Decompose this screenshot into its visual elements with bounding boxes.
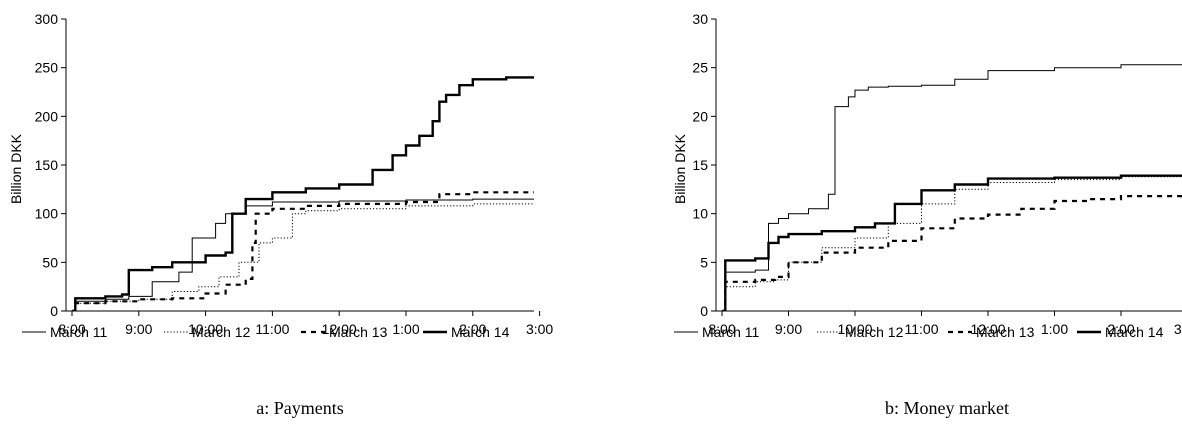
money-market-y-tick-label: 0 xyxy=(700,303,708,319)
money-market-series-line-march-13 xyxy=(722,195,1182,311)
money-market-legend-label: March 14 xyxy=(1105,324,1164,340)
money-market-x-tick-label: 10:00 xyxy=(837,321,872,337)
money-market-y-tick-label: 15 xyxy=(692,157,708,173)
money-market-legend-label: March 12 xyxy=(845,324,904,340)
payments-y-tick-label: 0 xyxy=(50,303,58,319)
money-market-legend-label: March 13 xyxy=(976,324,1035,340)
money-market-x-tick-label: 2:00 xyxy=(1107,321,1134,337)
money-market-x-tick-label: 9:00 xyxy=(775,321,802,337)
payments-x-tick-label: 8:00 xyxy=(58,321,85,337)
money-market-caption: b: Money market xyxy=(885,398,1009,418)
payments-y-tick-label: 200 xyxy=(35,108,59,124)
payments-x-tick-label: 10:00 xyxy=(188,321,223,337)
payments-legend-label: March 13 xyxy=(329,324,388,340)
payments-x-tick-label: 9:00 xyxy=(125,321,152,337)
payments-x-tick-label: 3:00 xyxy=(526,321,553,337)
payments-x-tick-label: 11:00 xyxy=(255,321,289,337)
payments-x-tick-label: 12:00 xyxy=(322,321,357,337)
payments-y-tick-label: 300 xyxy=(35,11,59,27)
payments-x-tick-label: 2:00 xyxy=(459,321,486,337)
money-market-x-tick-label: 8:00 xyxy=(708,321,735,337)
money-market-y-tick-label: 20 xyxy=(692,108,708,124)
money-market-series-line-march-14 xyxy=(722,174,1182,311)
payments-series-line-march-14 xyxy=(72,76,534,311)
money-market-y-tick-label: 25 xyxy=(692,60,708,76)
money-market-chart: 0 5 10 15 20 25 30 8:00 9:00 10:00 11:00 12:00 1:00 2… xyxy=(672,11,1182,418)
payments-y-axis-title: Billion DKK xyxy=(8,133,24,204)
payments-legend-label: March 11 xyxy=(50,324,108,340)
payments-y-tick-label: 250 xyxy=(35,60,59,76)
money-market-y-tick-label: 30 xyxy=(692,11,708,27)
payments-legend-label: March 14 xyxy=(451,324,510,340)
money-market-y-tick-label: 10 xyxy=(692,206,708,222)
payments-series-line-march-13 xyxy=(72,191,534,311)
payments-series-line-march-12 xyxy=(72,203,534,311)
payments-caption: a: Payments xyxy=(256,398,344,418)
payments-chart: 0 50 100 150 200 250 300 8:00 9:00 10:00 11:00 12:0… xyxy=(8,11,553,418)
payments-y-tick-label: 100 xyxy=(35,206,59,222)
payments-x-tick-label: 1:00 xyxy=(392,321,419,337)
money-market-series-line-march-11 xyxy=(722,64,1182,311)
payments-y-tick-label: 50 xyxy=(42,254,58,270)
money-market-x-tick-label: 11:00 xyxy=(905,321,939,337)
money-market-y-axis-title: Billion DKK xyxy=(672,133,688,204)
money-market-x-tick-label: 12:00 xyxy=(970,321,1005,337)
money-market-legend-label: March 11 xyxy=(702,324,760,340)
payments-y-tick-label: 150 xyxy=(35,157,59,173)
money-market-x-tick-label: 3:00 xyxy=(1174,321,1182,337)
money-market-x-tick-label: 1:00 xyxy=(1041,321,1068,337)
money-market-y-tick-label: 5 xyxy=(700,254,708,270)
payments-legend-label: March 12 xyxy=(192,324,251,340)
payments-series-line-march-11 xyxy=(72,198,534,311)
